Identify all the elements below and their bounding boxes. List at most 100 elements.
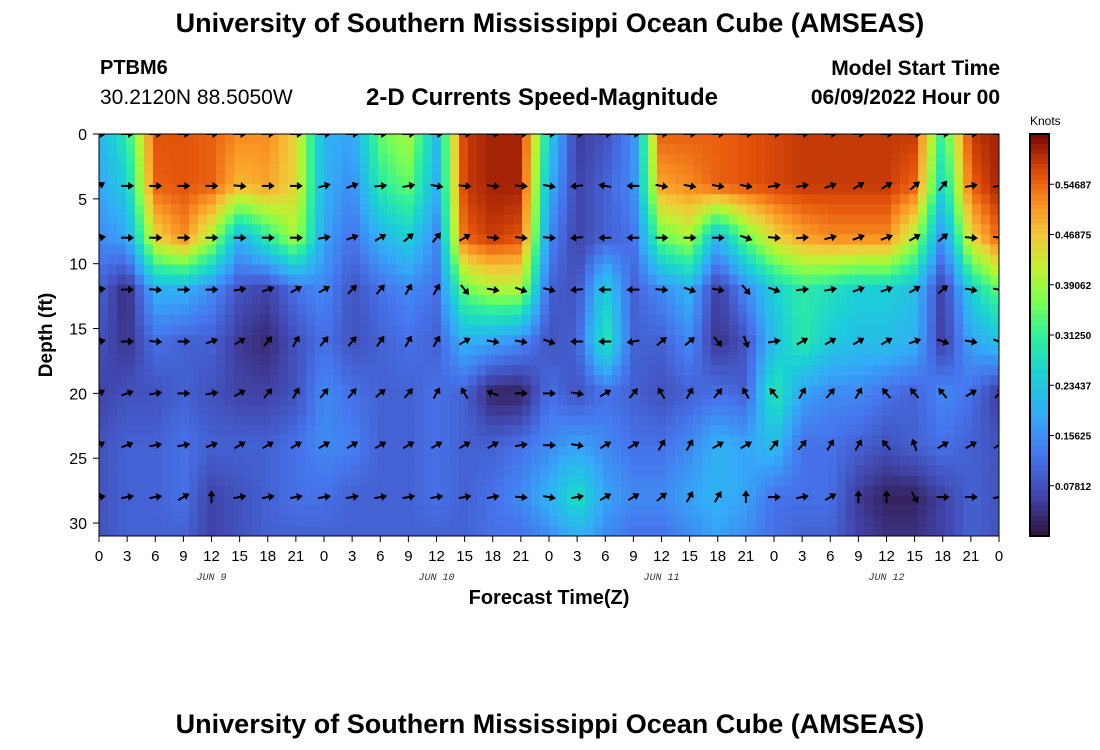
heatmap-cell bbox=[504, 294, 514, 306]
colorbar-tick-label: 0.46875 bbox=[1055, 231, 1092, 242]
heatmap-cell bbox=[945, 355, 955, 366]
heatmap-cell bbox=[324, 445, 334, 457]
heatmap-cell bbox=[720, 525, 730, 536]
heatmap-cell bbox=[261, 385, 271, 396]
vector-head bbox=[661, 182, 669, 191]
heatmap-cell bbox=[189, 485, 199, 497]
heatmap-cell bbox=[927, 525, 937, 536]
current-vector bbox=[570, 182, 584, 190]
heatmap-cell bbox=[216, 505, 226, 517]
heatmap-cell bbox=[369, 515, 379, 527]
heatmap-cell bbox=[783, 314, 793, 326]
heatmap-cell bbox=[396, 324, 406, 336]
heatmap-cell bbox=[513, 144, 523, 155]
heatmap-cell bbox=[783, 445, 793, 457]
heatmap-cell bbox=[810, 134, 820, 145]
vector-head bbox=[212, 181, 219, 190]
current-vector bbox=[626, 181, 640, 190]
vector-head bbox=[634, 134, 641, 138]
heatmap-cell bbox=[585, 515, 595, 527]
colorbar-swatch bbox=[1030, 169, 1049, 175]
heatmap-cell bbox=[441, 355, 451, 366]
heatmap-cell bbox=[225, 224, 235, 236]
heatmap-cell bbox=[639, 445, 649, 457]
heatmap-cell bbox=[990, 164, 999, 175]
heatmap-cell bbox=[585, 385, 595, 396]
heatmap-cell bbox=[765, 375, 775, 386]
heatmap-cell bbox=[774, 274, 784, 286]
x-tick-label: 15 bbox=[906, 548, 923, 565]
heatmap-cell bbox=[693, 264, 703, 276]
heatmap-cell bbox=[837, 365, 847, 376]
heatmap-cell bbox=[747, 465, 757, 477]
heatmap-cell bbox=[810, 254, 820, 266]
heatmap-cell bbox=[738, 234, 748, 246]
heatmap-cell bbox=[207, 385, 217, 396]
heatmap-cell bbox=[603, 525, 613, 536]
heatmap-cell bbox=[99, 365, 109, 376]
heatmap-cell bbox=[576, 154, 586, 165]
heatmap-cell bbox=[630, 515, 640, 527]
heatmap-cell bbox=[477, 164, 487, 175]
heatmap-cell bbox=[963, 224, 973, 236]
heatmap-cell bbox=[540, 244, 550, 256]
heatmap-cell bbox=[711, 324, 721, 336]
heatmap-cell bbox=[747, 204, 757, 215]
current-vector bbox=[938, 388, 948, 399]
heatmap-cell bbox=[810, 365, 820, 376]
current-vector bbox=[263, 336, 273, 347]
heatmap-cell bbox=[711, 214, 721, 226]
vector-head bbox=[718, 134, 725, 138]
heatmap-cell bbox=[207, 525, 217, 536]
heatmap-cell bbox=[954, 154, 964, 165]
heatmap-cell bbox=[693, 385, 703, 396]
vector-head bbox=[322, 285, 331, 293]
heatmap-cell bbox=[747, 154, 757, 165]
heatmap-cell bbox=[792, 294, 802, 306]
colorbar-swatch bbox=[1030, 294, 1049, 301]
heatmap-cell bbox=[324, 264, 334, 276]
heatmap-cell bbox=[270, 485, 280, 497]
heatmap-cell bbox=[234, 324, 244, 336]
heatmap-cell bbox=[873, 154, 883, 165]
heatmap-cell bbox=[720, 144, 730, 155]
heatmap-cell bbox=[513, 385, 523, 396]
current-vector bbox=[205, 181, 219, 190]
heatmap-cell bbox=[351, 495, 361, 507]
heatmap-cell bbox=[801, 254, 811, 266]
heatmap-cell bbox=[351, 234, 361, 246]
vector-head bbox=[212, 233, 219, 242]
heatmap-cell bbox=[297, 254, 307, 266]
heatmap-cell bbox=[927, 465, 937, 477]
heatmap-cell bbox=[477, 274, 487, 286]
vector-head bbox=[493, 134, 500, 138]
heatmap-cell bbox=[216, 174, 226, 185]
current-vector bbox=[318, 441, 331, 450]
heatmap-cell bbox=[810, 144, 820, 155]
heatmap-cell bbox=[855, 134, 865, 145]
heatmap-cell bbox=[144, 294, 154, 306]
heatmap-cell bbox=[405, 515, 415, 527]
x-tick-label: 21 bbox=[288, 548, 305, 565]
heatmap-cell bbox=[261, 314, 271, 326]
vector-head bbox=[292, 335, 300, 343]
heatmap-cell bbox=[369, 495, 379, 507]
current-vector bbox=[826, 439, 835, 451]
heatmap-cell bbox=[819, 174, 829, 185]
heatmap-cell bbox=[882, 355, 892, 366]
current-vector bbox=[796, 134, 810, 138]
heatmap-cell bbox=[657, 154, 667, 165]
heatmap-cell bbox=[846, 144, 856, 155]
heatmap-cell bbox=[783, 355, 793, 366]
heatmap-cell bbox=[270, 294, 280, 306]
heatmap-cell bbox=[900, 174, 910, 185]
heatmap-cell bbox=[639, 425, 649, 437]
heatmap-cell bbox=[360, 395, 370, 406]
vector-head bbox=[690, 134, 697, 138]
heatmap-cell bbox=[675, 314, 685, 326]
heatmap-cell bbox=[630, 254, 640, 266]
heatmap-cell bbox=[918, 345, 928, 356]
heatmap-cell bbox=[450, 435, 460, 447]
heatmap-cell bbox=[927, 475, 937, 487]
heatmap-cell bbox=[927, 214, 937, 226]
